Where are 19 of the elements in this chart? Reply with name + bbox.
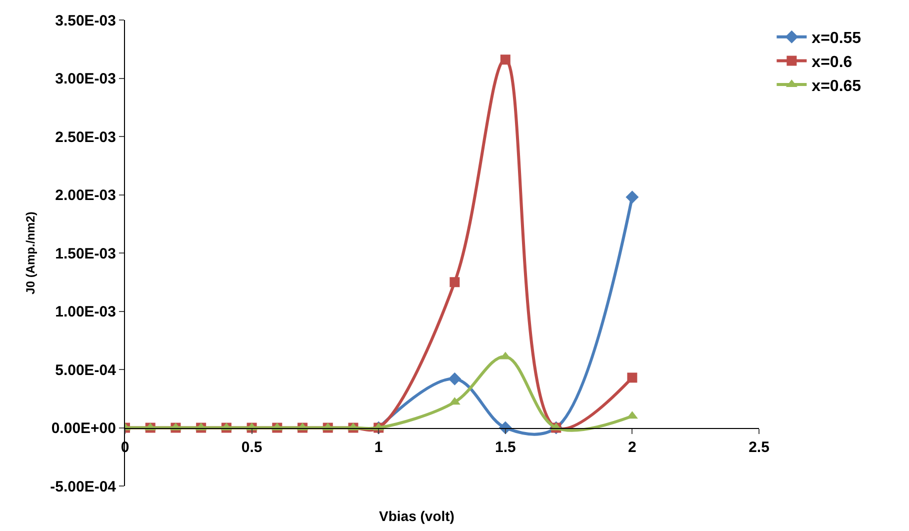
- x-tick-label: 1.5: [494, 438, 516, 456]
- y-tick-label: -5.00E-04: [50, 478, 117, 496]
- y-tick-label: 1.50E-03: [55, 245, 116, 262]
- y-tick-label: 1.00E-03: [55, 304, 116, 320]
- x-tick-label: 1: [374, 438, 383, 456]
- legend-label: x=0.65: [812, 78, 862, 95]
- y-tick-label: 3.50E-03: [55, 12, 116, 30]
- y-tick-label: 0.00E+00: [51, 420, 116, 437]
- x-axis-title: Vbias (volt): [379, 508, 454, 524]
- x-tick-label: 0.5: [241, 438, 262, 456]
- y-tick-label: 5.00E-04: [55, 362, 117, 379]
- y-tick-label: 2.50E-03: [55, 128, 116, 146]
- y-tick-label: 3.00E-03: [55, 70, 116, 88]
- x-tick-label: 2: [628, 438, 636, 456]
- legend-label: x=0.6: [812, 54, 852, 71]
- x-tick-label: 2.5: [748, 438, 770, 456]
- y-axis-title: J0 (Amp./nm2): [23, 212, 38, 294]
- y-tick-label: 2.00E-03: [55, 187, 116, 204]
- legend-label: x=0.55: [812, 30, 862, 48]
